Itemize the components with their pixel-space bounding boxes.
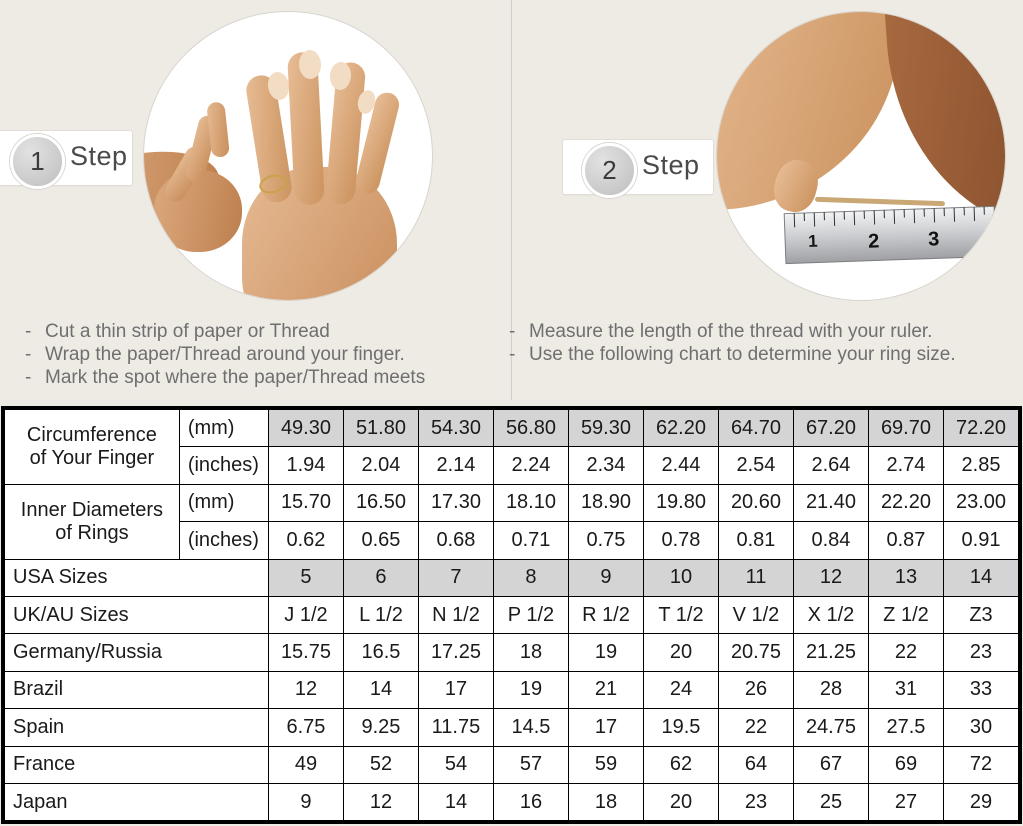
svg-text:1: 1: [808, 232, 818, 251]
svg-text:2: 2: [868, 230, 880, 252]
svg-text:3: 3: [928, 228, 940, 250]
